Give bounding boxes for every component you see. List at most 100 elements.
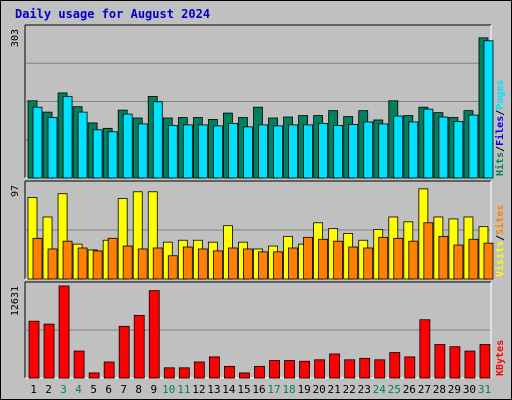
bar-files-day-10 [167, 124, 178, 179]
bar-sites-day-15 [243, 248, 253, 280]
bar-kbytes-day-5 [88, 372, 100, 379]
bar-files-day-22 [348, 123, 359, 179]
bar-files-day-20 [318, 123, 329, 179]
bar-sites-day-11 [182, 246, 193, 280]
bar-sites-day-30 [468, 238, 479, 280]
bar-kbytes-day-8 [133, 314, 145, 379]
bar-kbytes-day-31 [479, 344, 491, 379]
day-label-2: 2 [45, 383, 52, 396]
day-label-13: 13 [207, 383, 220, 396]
bar-files-day-8 [137, 123, 148, 179]
day-label-26: 26 [403, 383, 416, 396]
bar-sites-day-23 [363, 247, 374, 280]
bar-sites-day-10 [167, 255, 178, 280]
bar-kbytes-day-10 [163, 367, 175, 379]
day-label-6: 6 [105, 383, 112, 396]
bar-sites-day-24 [378, 236, 389, 280]
bar-files-day-27 [423, 108, 434, 179]
bar-files-day-17 [273, 125, 283, 179]
day-label-31: 31 [478, 383, 491, 396]
day-label-27: 27 [418, 383, 431, 396]
bar-files-day-16 [258, 124, 268, 179]
bar-sites-day-13 [212, 250, 223, 280]
day-label-21: 21 [328, 383, 341, 396]
bar-kbytes-day-11 [178, 367, 190, 379]
bar-files-day-6 [107, 131, 118, 179]
day-label-9: 9 [150, 383, 157, 396]
bar-sites-day-16 [258, 251, 268, 280]
bar-files-day-29 [453, 121, 464, 179]
bar-files-day-25 [393, 115, 404, 179]
bar-kbytes-day-16 [254, 365, 265, 379]
bar-kbytes-day-27 [419, 319, 431, 379]
bar-files-day-1 [32, 106, 43, 179]
bar-kbytes-day-13 [208, 356, 220, 379]
bar-sites-day-8 [137, 248, 148, 280]
bar-kbytes-day-22 [344, 359, 356, 379]
bar-visits-day-8 [132, 191, 143, 280]
bar-files-day-11 [182, 124, 193, 179]
day-label-15: 15 [237, 383, 250, 396]
day-label-22: 22 [343, 383, 356, 396]
bar-files-day-19 [303, 124, 313, 179]
bar-files-day-4 [77, 111, 88, 179]
day-label-7: 7 [120, 383, 127, 396]
bar-kbytes-day-26 [404, 356, 416, 379]
legend-sep: / [495, 146, 506, 152]
day-label-28: 28 [433, 383, 446, 396]
bar-files-day-13 [212, 125, 223, 179]
bar-sites-day-17 [273, 251, 283, 280]
bar-files-day-18 [288, 124, 298, 179]
bar-files-day-5 [92, 129, 103, 179]
bar-kbytes-day-2 [43, 323, 55, 379]
panel-top-max-label: 303 [10, 29, 21, 47]
bar-sites-day-28 [438, 235, 449, 280]
bar-kbytes-day-29 [449, 346, 461, 379]
day-label-20: 20 [313, 383, 326, 396]
bar-sites-day-6 [107, 237, 118, 280]
bar-kbytes-day-19 [299, 360, 310, 379]
day-label-14: 14 [222, 383, 236, 396]
day-label-25: 25 [388, 383, 401, 396]
bar-files-day-31 [483, 40, 494, 179]
bar-sites-day-19 [303, 236, 313, 280]
bar-files-day-7 [122, 113, 133, 179]
panel-middle-legend: Visits/Sites [494, 205, 506, 277]
bar-files-day-30 [468, 114, 479, 179]
day-label-16: 16 [252, 383, 265, 396]
bar-sites-day-26 [408, 240, 419, 280]
day-label-12: 12 [192, 383, 205, 396]
bar-visits-day-2 [42, 216, 53, 280]
bar-files-day-3 [62, 95, 73, 179]
bar-sites-day-27 [423, 222, 434, 280]
bar-sites-day-18 [288, 247, 298, 280]
bar-kbytes-day-21 [329, 353, 341, 379]
bar-sites-day-22 [348, 246, 359, 280]
bar-files-day-21 [333, 124, 344, 179]
bar-sites-day-21 [333, 240, 344, 280]
bar-kbytes-day-25 [389, 352, 401, 379]
bar-sites-day-25 [393, 237, 404, 280]
day-label-11: 11 [177, 383, 190, 396]
bar-sites-day-14 [228, 247, 238, 280]
legend-hits: Hits [494, 152, 506, 176]
bar-files-day-9 [152, 101, 163, 179]
day-label-5: 5 [90, 383, 97, 396]
bar-sites-day-12 [197, 248, 208, 280]
day-label-1: 1 [30, 383, 37, 396]
bar-kbytes-day-4 [73, 350, 85, 379]
day-label-4: 4 [75, 383, 82, 396]
legend-sites: Sites [494, 205, 506, 235]
bar-sites-day-5 [92, 250, 103, 280]
bar-files-day-26 [408, 121, 419, 179]
bar-files-day-15 [243, 126, 253, 179]
chart-title: Daily usage for August 2024 [15, 7, 211, 21]
bar-visits-day-3 [57, 193, 68, 280]
day-label-17: 17 [267, 383, 280, 396]
bar-files-day-14 [228, 123, 238, 179]
bar-kbytes-day-9 [148, 290, 160, 379]
bar-files-day-24 [378, 123, 389, 179]
legend-sep: / [495, 235, 506, 241]
bar-sites-day-2 [47, 248, 58, 280]
day-label-29: 29 [448, 383, 461, 396]
